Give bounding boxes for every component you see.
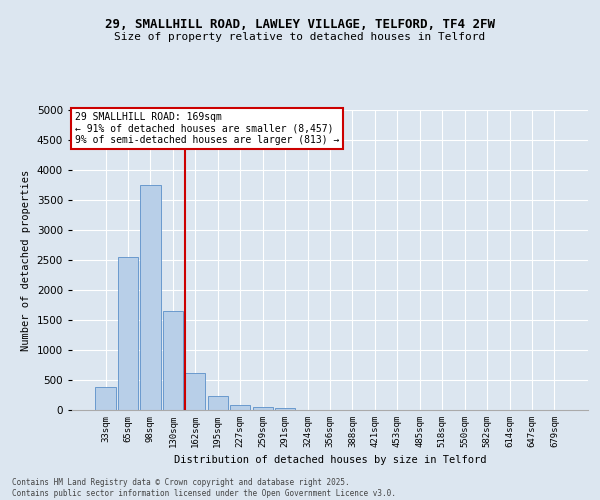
Y-axis label: Number of detached properties: Number of detached properties xyxy=(21,170,31,350)
Text: Size of property relative to detached houses in Telford: Size of property relative to detached ho… xyxy=(115,32,485,42)
Bar xyxy=(163,311,183,410)
Text: 29 SMALLHILL ROAD: 169sqm
← 91% of detached houses are smaller (8,457)
9% of sem: 29 SMALLHILL ROAD: 169sqm ← 91% of detac… xyxy=(74,112,339,144)
Bar xyxy=(230,404,250,410)
Bar xyxy=(118,257,138,410)
Bar xyxy=(208,396,228,410)
Bar xyxy=(253,407,273,410)
Bar xyxy=(95,387,116,410)
Text: Contains HM Land Registry data © Crown copyright and database right 2025.
Contai: Contains HM Land Registry data © Crown c… xyxy=(12,478,396,498)
Text: 29, SMALLHILL ROAD, LAWLEY VILLAGE, TELFORD, TF4 2FW: 29, SMALLHILL ROAD, LAWLEY VILLAGE, TELF… xyxy=(105,18,495,30)
Bar xyxy=(275,408,295,410)
Bar xyxy=(140,185,161,410)
Bar xyxy=(185,373,205,410)
X-axis label: Distribution of detached houses by size in Telford: Distribution of detached houses by size … xyxy=(174,456,486,466)
